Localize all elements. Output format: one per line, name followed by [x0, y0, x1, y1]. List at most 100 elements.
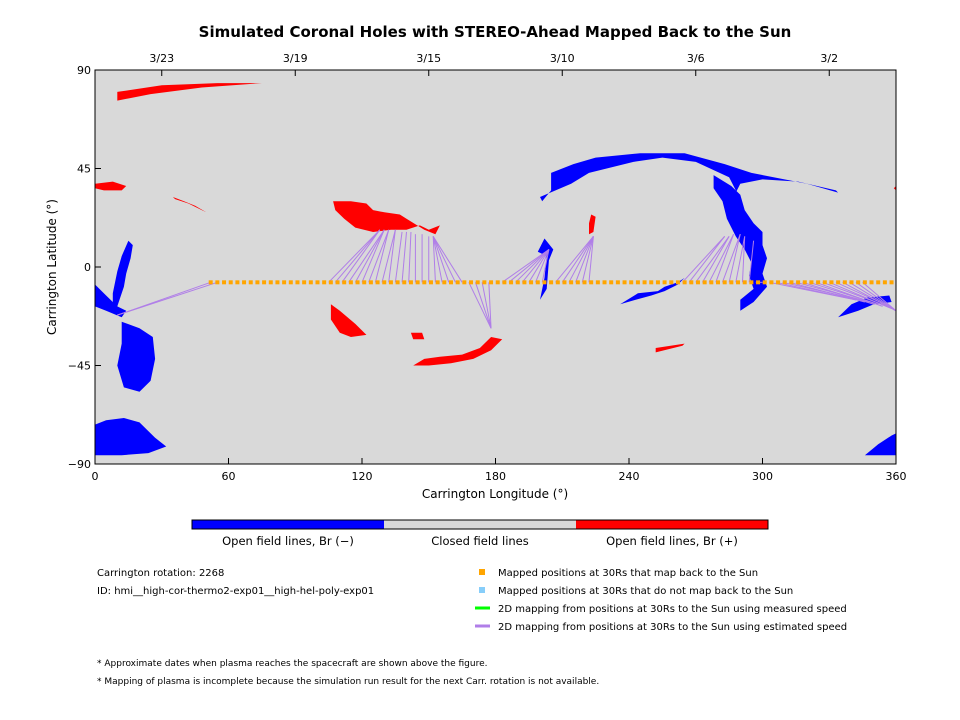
track-point-mapped-96	[849, 280, 854, 285]
y-tick-label--45: −45	[68, 360, 91, 373]
mapping-line-60	[815, 281, 883, 307]
coronal-hole-positive-2	[172, 197, 207, 213]
track-point-mapped-69	[669, 280, 674, 285]
mapping-line-56	[789, 281, 865, 303]
colorbar-label-negative: Open field lines, Br (−)	[222, 534, 354, 548]
track-point-mapped-20	[342, 280, 347, 285]
x-tick-label-60: 60	[222, 470, 236, 483]
legend: Mapped positions at 30Rs that map back t…	[475, 568, 847, 633]
mapping-line-7	[361, 229, 385, 283]
track-point-mapped-1	[215, 280, 220, 285]
coronal-hole-negative-13	[112, 240, 133, 311]
mapping-line-62	[829, 281, 892, 310]
coronal-hole-negative-12	[620, 277, 685, 305]
track-point-mapped-26	[382, 280, 387, 285]
mapping-line-27	[501, 249, 550, 283]
track-point-mapped-89	[802, 280, 807, 285]
note-dates: * Approximate dates when plasma reaches …	[97, 659, 488, 669]
top-date-label-0: 3/23	[149, 52, 174, 65]
track-point-mapped-74	[702, 280, 707, 285]
mapping-line-43	[701, 236, 730, 283]
track-point-mapped-55	[575, 280, 580, 285]
mapping-line-33	[541, 249, 550, 283]
track-point-mapped-83	[762, 280, 767, 285]
mapping-line-14	[408, 231, 412, 283]
coronal-hole-negative-10	[540, 153, 839, 202]
track-point-mapped-28	[395, 280, 400, 285]
mapping-line-13	[401, 231, 407, 283]
track-point-mapped-21	[348, 280, 353, 285]
x-tick-label-120: 120	[352, 470, 373, 483]
mapping-line-1	[117, 281, 218, 316]
mapping-line-42	[695, 236, 730, 283]
mapping-line-26	[488, 282, 492, 329]
track-point-mapped-51	[549, 280, 554, 285]
mapping-line-8	[368, 229, 390, 283]
top-date-ticks: 3/23 3/19 3/15 3/10 3/6 3/2	[149, 52, 838, 76]
track-point-mapped-102	[889, 280, 894, 285]
track-point-mapped-43	[495, 280, 500, 285]
plot-background	[95, 70, 896, 464]
track-point-mapped-91	[816, 280, 821, 285]
coronal-hole-negative-11	[713, 175, 767, 311]
track-point-mapped-41	[482, 280, 487, 285]
mapping-line-66	[855, 281, 897, 312]
x-tick-label-240: 240	[619, 470, 640, 483]
y-ticks: −90 −45 0 45 90	[68, 64, 101, 471]
x-tick-label-180: 180	[485, 470, 506, 483]
mapping-line-6	[354, 229, 385, 283]
track-point-mapped-78	[729, 280, 734, 285]
y-tick-label-45: 45	[77, 163, 91, 176]
top-date-label-1: 3/19	[283, 52, 308, 65]
track-point-mapped-25	[375, 280, 380, 285]
track-point-mapped-46	[515, 280, 520, 285]
colorbar-label-positive: Open field lines, Br (+)	[606, 534, 738, 548]
track-point-mapped-54	[569, 280, 574, 285]
track-point-mapped-47	[522, 280, 527, 285]
track-point-mapped-61	[615, 280, 620, 285]
track-point-mapped-33	[428, 280, 433, 285]
track-point-mapped-77	[722, 280, 727, 285]
track-point-mapped-16	[315, 280, 320, 285]
track-point-mapped-13	[295, 280, 300, 285]
legend-label-not-mapped: Mapped positions at 30Rs that do not map…	[498, 586, 793, 597]
mapping-line-18	[432, 236, 436, 283]
track-point-mapped-7	[255, 280, 260, 285]
track-point-mapped-82	[756, 280, 761, 285]
mapping-line-67	[862, 281, 897, 312]
x-axis-label: Carrington Longitude (°)	[422, 487, 568, 501]
x-tick-label-300: 300	[752, 470, 773, 483]
track-point-mapped-39	[469, 280, 474, 285]
track-point-mapped-4	[235, 280, 240, 285]
track-point-mapped-57	[589, 280, 594, 285]
track-point-mapped-18	[328, 280, 333, 285]
mapping-line-48	[735, 236, 746, 283]
track-point-mapped-53	[562, 280, 567, 285]
coronal-hole-negative-16	[95, 418, 167, 456]
mapping-line-64	[842, 281, 897, 312]
mapping-line-31	[528, 249, 550, 283]
coronal-hole-negative-15	[117, 321, 156, 392]
track-point-mapped-73	[695, 280, 700, 285]
track-point-mapped-27	[388, 280, 393, 285]
mapping-line-35	[561, 236, 594, 283]
y-tick-label--90: −90	[68, 458, 91, 471]
legend-marker-mapped	[479, 569, 485, 575]
track-point-mapped-14	[302, 280, 307, 285]
coronal-hole-negative-19	[537, 238, 554, 300]
mapping-line-32	[535, 249, 550, 283]
coronal-hole-positive-4	[330, 304, 367, 337]
track-point-mapped-24	[368, 280, 373, 285]
y-tick-label-90: 90	[77, 64, 91, 77]
legend-label-estimated: 2D mapping from positions at 30Rs to the…	[498, 622, 847, 633]
coronal-hole-positive-7	[589, 214, 596, 235]
mapping-line-41	[688, 236, 726, 283]
colorbar: Open field lines, Br (−) Closed field li…	[191, 519, 769, 548]
track-point-mapped-11	[282, 280, 287, 285]
track-point-mapped-92	[822, 280, 827, 285]
note-incomplete: * Mapping of plasma is incomplete becaus…	[97, 677, 599, 687]
mapping-line-2	[328, 229, 381, 283]
coronal-hole-negative-14	[95, 284, 127, 318]
mapped-track	[208, 280, 894, 285]
